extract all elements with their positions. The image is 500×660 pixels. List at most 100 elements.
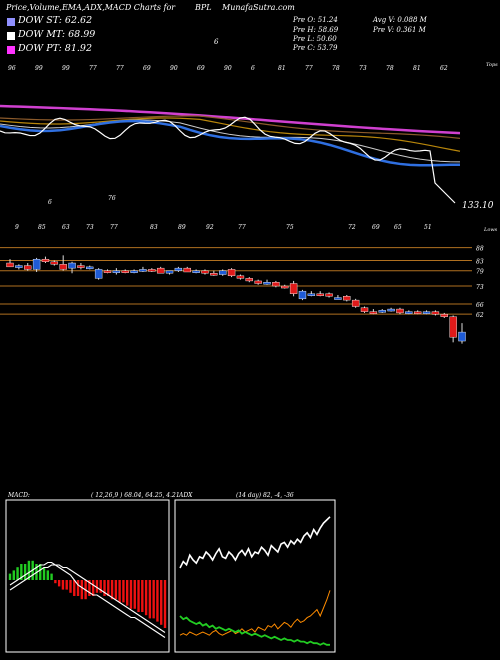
pre-close: Pre C: 53.79 (293, 44, 338, 52)
dow-st-swatch (7, 18, 15, 26)
candle-body (458, 331, 466, 342)
adx-dx-line (179, 516, 331, 569)
ema-row-label: 83 (150, 224, 158, 231)
pre-low: Pre L: 50.60 (293, 35, 337, 43)
adx-minus-di-line (179, 615, 330, 646)
dow-pt-swatch (7, 46, 15, 54)
ema-row-label: 89 (178, 224, 186, 231)
chart-title: Price,Volume,EMA,ADX,MACD Charts for (6, 3, 176, 12)
ema-long-line (0, 104, 461, 135)
candle-body (396, 308, 404, 314)
dow-mt-swatch (7, 32, 15, 40)
candle-body (183, 267, 191, 273)
candle-body (210, 273, 218, 276)
top-high-label: 99 (62, 65, 70, 72)
ema-row-label: 51 (424, 224, 432, 231)
macd-hist-bar (110, 580, 114, 600)
candle-body (360, 307, 369, 312)
candle-body (148, 269, 156, 272)
candle-body (130, 270, 138, 273)
candle-body (15, 265, 23, 268)
macd-signal-line (9, 564, 166, 633)
macd-hist-bar (99, 580, 102, 593)
candle-body (201, 270, 209, 274)
candle-body (227, 269, 236, 277)
site-label: MunafaSutra.com (222, 3, 295, 12)
candle-body (68, 262, 76, 269)
macd-hist-bar (148, 580, 152, 619)
macd-hist-bar (65, 580, 68, 590)
last-price-label: 133.10 (462, 201, 494, 211)
candle-body (174, 267, 183, 271)
candle-body (281, 285, 289, 289)
top-high-label: 69 (197, 65, 205, 72)
macd-title: MACD: (7, 492, 30, 499)
candle-body (422, 311, 431, 314)
candle-body (431, 311, 440, 315)
pre-open: Pre O: 51.24 (293, 16, 338, 24)
marker-label: 6 (214, 38, 219, 46)
candle-body (405, 311, 413, 314)
macd-hist-bar (152, 580, 155, 619)
macd-hist-bar (88, 580, 91, 596)
lows-label: Lows (483, 227, 498, 233)
candle-body (378, 310, 386, 313)
ema-row-label: 9 (15, 224, 19, 231)
macd-hist-bar (69, 580, 72, 593)
candle-body (351, 299, 360, 307)
macd-params: ( 12,26,9 ) 68.04, 64.25, 4.21 (91, 492, 180, 499)
candle-body (236, 275, 245, 279)
candle-body (272, 282, 280, 287)
adx-params: (14 day) 82, -4, -36 (236, 492, 294, 499)
price-close-line (0, 116, 456, 204)
macd-hist-bar (137, 580, 140, 612)
candle-body (41, 258, 50, 262)
price-tick-label: 66 (476, 302, 484, 309)
top-high-label: 77 (116, 65, 124, 72)
ema-row-label: 77 (110, 224, 118, 231)
macd-hist-bar (46, 570, 50, 580)
ticker-label: BPL (195, 3, 212, 12)
macd-hist-bar (107, 580, 110, 596)
top-high-label: 78 (332, 65, 340, 72)
candle-body (94, 269, 103, 279)
top-low-label: 6 (48, 199, 52, 206)
candle-body (440, 313, 448, 317)
candle-body (50, 261, 59, 265)
price-tick-label: 62 (476, 312, 484, 319)
candle-body (413, 311, 422, 314)
pre-high: Pre H: 58.69 (293, 26, 339, 34)
top-high-label: 90 (170, 65, 178, 72)
macd-hist-bar (95, 580, 99, 593)
candle-body (192, 270, 200, 273)
top-high-label: 81 (413, 65, 421, 72)
candle-body (112, 270, 121, 273)
candle-body (387, 308, 395, 312)
macd-hist-bar (163, 580, 167, 628)
price-tick-label: 79 (476, 269, 484, 276)
ema-gray-line (0, 119, 461, 163)
top-low-label: 76 (108, 195, 116, 202)
macd-hist-bar (103, 580, 106, 596)
tops-label: Tops (486, 62, 498, 68)
top-high-label: 62 (440, 65, 448, 72)
dow-mt-label: DOW MT: 68.99 (18, 29, 96, 40)
candle-body (121, 270, 129, 273)
avg-volume: Avg V: 0.088 M (373, 16, 427, 24)
macd-hist-bar (125, 580, 129, 606)
candle-body (263, 282, 271, 285)
candle-body (245, 278, 253, 282)
macd-hist-bar (156, 580, 159, 622)
top-high-label: 90 (224, 65, 232, 72)
macd-hist-bar (73, 580, 76, 596)
macd-hist-bar (80, 580, 84, 600)
macd-hist-bar (42, 567, 46, 580)
macd-hist-bar (122, 580, 125, 603)
adx-frame (174, 499, 336, 653)
candle-body (449, 316, 457, 338)
macd-hist-bar (91, 580, 95, 596)
candle-body (139, 269, 147, 272)
top-high-label: 99 (35, 65, 43, 72)
ema-row-label: 75 (286, 224, 294, 231)
